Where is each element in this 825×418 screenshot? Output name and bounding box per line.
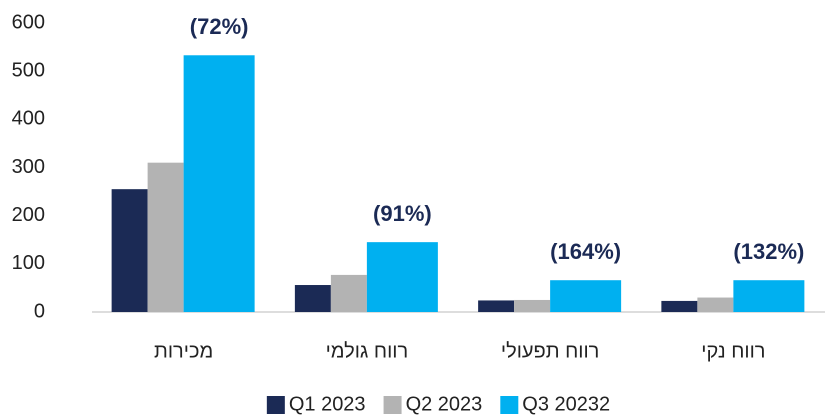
annotation: (72%) — [190, 14, 249, 39]
bar — [111, 189, 148, 312]
bar — [733, 280, 805, 312]
bar — [661, 300, 698, 312]
bar — [478, 300, 515, 312]
legend-label: Q2 2023 — [406, 393, 483, 415]
bar — [183, 55, 255, 312]
bar — [697, 297, 734, 312]
bar — [147, 162, 184, 312]
bar — [366, 242, 438, 312]
y-tick-label: 200 — [12, 204, 45, 226]
y-tick-label: 400 — [12, 108, 45, 130]
bar — [514, 299, 551, 312]
y-tick-label: 600 — [12, 11, 45, 33]
x-tick-label: רווח נקי — [701, 340, 765, 362]
annotation: (91%) — [373, 201, 432, 226]
legend-label: Q3 20232 — [522, 393, 610, 415]
annotation: (132%) — [733, 239, 804, 264]
x-tick-label: רווח גולמי — [326, 340, 409, 362]
y-tick-label: 500 — [12, 59, 45, 81]
legend-swatch — [500, 396, 519, 414]
legend-swatch — [383, 396, 402, 414]
legend-swatch — [266, 396, 285, 414]
annotation: (164%) — [550, 239, 621, 264]
bar — [294, 285, 331, 312]
legend-label: Q1 2023 — [289, 393, 366, 415]
x-tick-label: מכירות — [154, 340, 213, 362]
x-tick-label: רווח תפעולי — [501, 340, 599, 362]
bar — [330, 274, 367, 312]
y-tick-label: 300 — [12, 156, 45, 178]
y-tick-label: 0 — [34, 300, 45, 322]
y-tick-label: 100 — [12, 252, 45, 274]
bar — [550, 280, 622, 312]
